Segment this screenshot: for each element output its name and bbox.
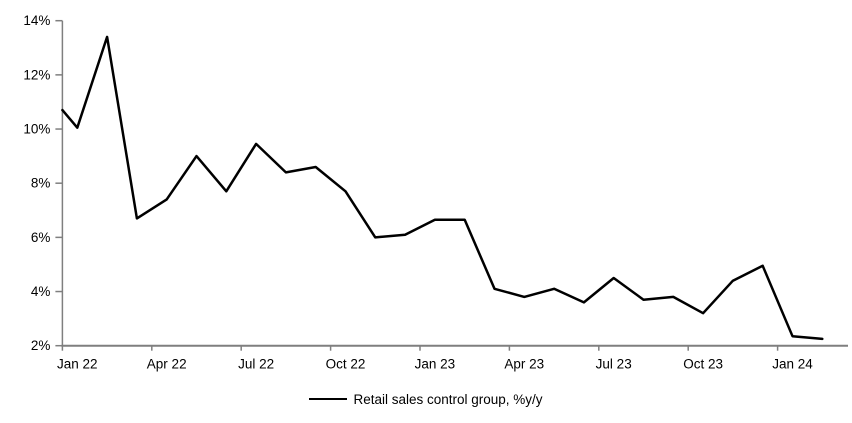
x-tick-label: Jan 23 <box>415 357 456 372</box>
x-tick-label: Jan 24 <box>772 357 813 372</box>
y-tick-label: 10% <box>23 122 50 137</box>
x-tick-label: Jul 22 <box>238 357 274 372</box>
y-tick-label: 6% <box>31 230 51 245</box>
y-tick-label: 4% <box>31 284 51 299</box>
legend-label: Retail sales control group, %y/y <box>353 391 543 407</box>
chart-legend: Retail sales control group, %y/y <box>0 388 852 410</box>
legend-line-swatch <box>309 398 348 400</box>
x-tick-label: Apr 22 <box>147 357 187 372</box>
y-tick-label: 14% <box>23 13 50 28</box>
line-chart-svg: 2% 4% 6% 8% 10% 12% 14% Jan 22 Apr 22 Jul 22 Oct 2… <box>23 13 848 372</box>
x-tick-label: Apr 23 <box>504 357 544 372</box>
x-tick-label: Oct 23 <box>683 357 723 372</box>
series-line <box>61 35 824 341</box>
x-tick-label: Oct 22 <box>326 357 366 372</box>
x-tick-label: Jul 23 <box>596 357 632 372</box>
x-tick-label: Jan 22 <box>57 357 98 372</box>
y-tick-label: 2% <box>31 338 51 353</box>
y-tick-label: 8% <box>31 176 51 191</box>
y-tick-label: 12% <box>23 67 50 82</box>
